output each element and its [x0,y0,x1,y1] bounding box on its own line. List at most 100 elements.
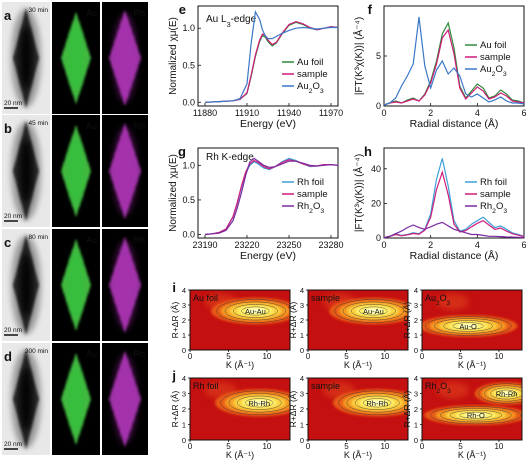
x-tick-label: 10 [380,442,389,451]
au-map-glow [69,24,83,92]
particle-core [20,139,32,203]
y-tick-label: 1 [414,421,418,430]
y-tick-label: 0 [182,436,186,445]
y-tick-label: 4 [414,286,418,295]
x-axis-label: Energy (eV) [240,118,296,130]
y-tick-label: 2 [414,316,418,325]
tem-image-grid: 30 min a 20 nm Au Rh 45 min b 20 nm Au Rh 80 min c 2… [2,2,148,455]
chart-e: 11880 11910 11940 11970 0.0 0.5 1.0 Energy (eV)… [168,2,343,130]
y-axis-label: R+ΔR (Å) [170,302,180,339]
x-axis-label: K (Å⁻¹) [226,360,254,370]
heatmap-title: sample [311,293,340,303]
y-axis-label: |FT(K³χ(K))| (Å⁻⁴) [352,154,365,232]
y-tick-label: 0 [300,436,304,445]
series-line-au2o3 [383,16,525,106]
tem-time-label: 80 min [28,234,48,241]
x-tick-label: 0 [306,442,311,451]
series-line-sample [383,170,525,239]
x-axis-label: K (Å⁻¹) [344,360,372,370]
x-tick-label: 10 [494,442,503,451]
x-tick-label: 2 [428,108,433,118]
contour-line [338,390,408,415]
particle-core [20,367,32,431]
y-tick-label: 0 [414,436,418,445]
y-tick-label: 4 [182,374,186,383]
legend-label: Au foil [480,40,506,51]
y-tick-label: 2 [300,316,304,325]
contour-line [241,306,270,316]
au-map-glow [69,137,83,205]
legend-label: sample [297,69,328,80]
peak-label: Au-O [459,322,477,331]
y-tick-label: 1 [182,421,186,430]
x-tick-label: 11940 [277,108,301,118]
chart-title: Au L3-edge [206,14,257,29]
legend-label: Au2O3 [297,81,324,95]
chart-f: 0 2 4 6 0 5 Radial distance (Å) |FT(K³χ(K))| (Å… [352,2,527,130]
contour-line [490,387,522,400]
peak-label: Au-Au [363,307,384,316]
series-line-rh2o3 [204,157,339,236]
plot-frame [197,5,339,107]
panel-letter-f: f [368,2,373,17]
au-map-label: Au [86,235,97,245]
heatmap-contour [249,399,269,406]
au-map-label: Au [86,349,97,359]
contour-line [354,395,400,410]
y-tick-label: 4 [300,286,304,295]
y-tick-label: 40 [371,164,381,174]
contour-line [233,304,278,318]
y-tick-label: 1 [414,331,418,340]
x-tick-label: 10 [262,442,271,451]
panel-letter-a: a [4,8,12,23]
contour-line [443,320,493,332]
heatmap-contour [499,391,514,396]
tem-row-d: 300 min d 20 nm Au Rh [2,343,148,455]
heatmap-title: Rh2O3 [425,381,451,395]
panel-letter-b: b [4,121,12,136]
y-tick-label: 1 [182,331,186,340]
legend-label: Au foil [297,57,323,68]
legend-label: sample [480,52,511,63]
contour-line [434,318,503,334]
heatmap-0-1: Au-Au sample 0 5 10 0 1 2 3 4 K (Å⁻¹) R+ΔR (Å) [288,286,409,370]
panel-letter-h: h [364,144,372,159]
x-tick-label: 0 [420,352,425,361]
contour-line [496,389,517,398]
y-tick-label: 0.0 [182,97,195,107]
peak-label: Au-Au [245,307,266,316]
chart-h: 0 2 4 6 0 20 40 Radial distance (Å) |FT(K³χ(K))|… [352,144,527,262]
au-map-label: Au [86,121,97,131]
heatmap-1-0: Rh-Rh Rh foil 0 5 10 0 1 2 3 4 K (Å⁻¹) R+ΔR (Å) [170,374,291,460]
contour-line [440,408,512,423]
scale-bar-label: 20 nm [4,441,22,448]
heatmap-0-2: Au-O Au2O3 0 5 10 0 1 2 3 4 K (Å⁻¹) R+ΔR (Å) [402,286,523,370]
y-tick-label: 20 [371,198,381,208]
x-tick-label: 4 [475,240,480,250]
x-tick-label: 0 [381,108,386,118]
spectra-charts: 11880 11910 11940 11970 0.0 0.5 1.0 Energy (eV)… [168,2,527,262]
contour-line [424,316,512,336]
y-tick-label: 4 [300,374,304,383]
heatmap-1-1: Rh-Rh sample 0 5 10 0 1 2 3 4 K (Å⁻¹) R+ΔR (Å) [288,374,409,460]
x-tick-label: 0 [188,442,193,451]
series-line-sample [383,28,525,106]
y-axis-label: R+ΔR (Å) [288,302,298,339]
contour-line [452,322,484,330]
panel-letter-g: g [178,144,186,159]
y-tick-label: 2 [300,405,304,414]
plot-frame [197,147,339,239]
x-tick-label: 5 [344,352,349,361]
y-tick-label: 2 [182,405,186,414]
contour-line [430,406,522,425]
y-axis-label: Normalized χμ(E) [168,154,179,232]
y-tick-label: 3 [414,390,418,399]
heatmap-title: sample [311,381,340,391]
x-tick-label: 4 [475,108,480,118]
y-tick-label: 0 [182,346,186,355]
particle-core [20,253,32,317]
y-tick-label: 1 [300,331,304,340]
x-tick-label: 23280 [318,240,343,250]
y-axis-label: R+ΔR (Å) [288,391,298,428]
y-tick-label: 3 [182,390,186,399]
